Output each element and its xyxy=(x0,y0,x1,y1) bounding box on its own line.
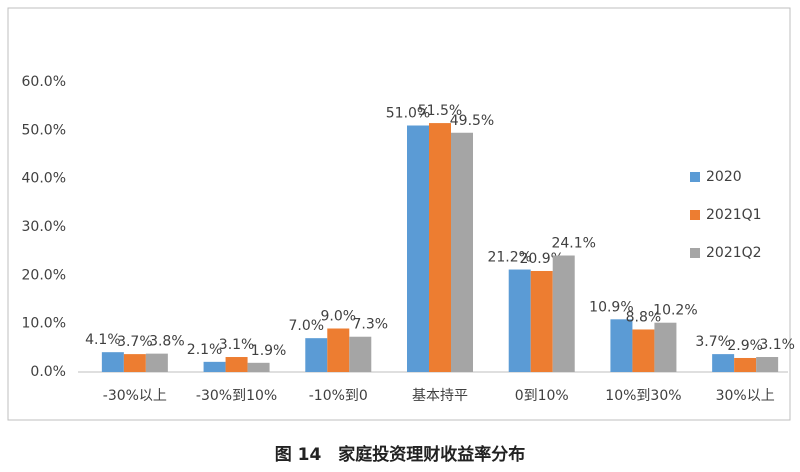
value-label: 51.5% xyxy=(418,103,462,119)
bar xyxy=(349,336,372,372)
bar xyxy=(203,361,226,372)
x-tick-label: -30%以上 xyxy=(103,388,167,404)
bar xyxy=(508,269,531,372)
bar xyxy=(305,338,328,372)
value-label: 2.9% xyxy=(727,338,763,354)
legend-swatch xyxy=(690,172,700,182)
value-label: 24.1% xyxy=(551,236,595,252)
bar xyxy=(610,319,633,372)
bar xyxy=(247,362,270,372)
x-tick-label: 0到10% xyxy=(515,388,569,404)
bar xyxy=(734,357,757,372)
x-tick-label: -30%到10% xyxy=(196,388,277,404)
x-tick-label: 30%以上 xyxy=(716,388,775,404)
value-label: 7.3% xyxy=(352,317,388,333)
legend-label: 2020 xyxy=(706,169,742,185)
value-label: 8.8% xyxy=(626,309,662,325)
value-label: 3.7% xyxy=(695,334,731,350)
legend-label: 2021Q1 xyxy=(706,207,762,223)
bar xyxy=(530,270,553,372)
x-tick-label: -10%到0 xyxy=(309,388,368,404)
y-tick-label: 0.0% xyxy=(30,364,66,380)
y-tick-label: 40.0% xyxy=(22,171,66,187)
value-label: 7.0% xyxy=(288,318,324,334)
y-tick-label: 20.0% xyxy=(22,267,66,283)
x-tick-label: 10%到30% xyxy=(605,388,681,404)
bar xyxy=(552,255,575,372)
value-label: 2.1% xyxy=(187,342,223,358)
bar xyxy=(654,322,677,372)
value-label: 1.9% xyxy=(251,343,287,359)
bar xyxy=(327,328,350,372)
bar xyxy=(451,132,473,372)
legend-swatch xyxy=(690,210,700,220)
bar xyxy=(712,354,735,372)
legend-label: 2021Q2 xyxy=(706,245,762,261)
caption: 图 14 家庭投资理财收益率分布 xyxy=(275,444,526,465)
legend-swatch xyxy=(690,248,700,258)
bar xyxy=(225,357,248,372)
bar xyxy=(145,353,168,372)
bar xyxy=(756,357,779,372)
y-tick-label: 10.0% xyxy=(22,316,66,332)
bar xyxy=(407,125,429,372)
value-label: 4.1% xyxy=(85,332,121,348)
chart-frame xyxy=(7,7,791,421)
bar xyxy=(632,329,655,372)
value-label: 3.1% xyxy=(759,337,795,353)
value-label: 3.8% xyxy=(149,334,185,350)
x-tick-label: 基本持平 xyxy=(412,387,468,404)
value-label: 3.7% xyxy=(117,334,153,350)
y-tick-label: 50.0% xyxy=(22,122,66,138)
value-label: 10.9% xyxy=(589,299,633,315)
value-label: 3.1% xyxy=(219,337,255,353)
value-label: 10.2% xyxy=(653,303,697,319)
bar xyxy=(123,354,146,372)
value-label: 21.2% xyxy=(487,250,531,266)
value-label: 51.0% xyxy=(386,106,430,122)
y-tick-label: 60.0% xyxy=(22,74,66,90)
bar xyxy=(429,123,451,372)
bar xyxy=(101,352,124,372)
value-label: 49.5% xyxy=(450,113,494,129)
y-tick-label: 30.0% xyxy=(22,219,66,235)
value-label: 9.0% xyxy=(320,309,356,325)
